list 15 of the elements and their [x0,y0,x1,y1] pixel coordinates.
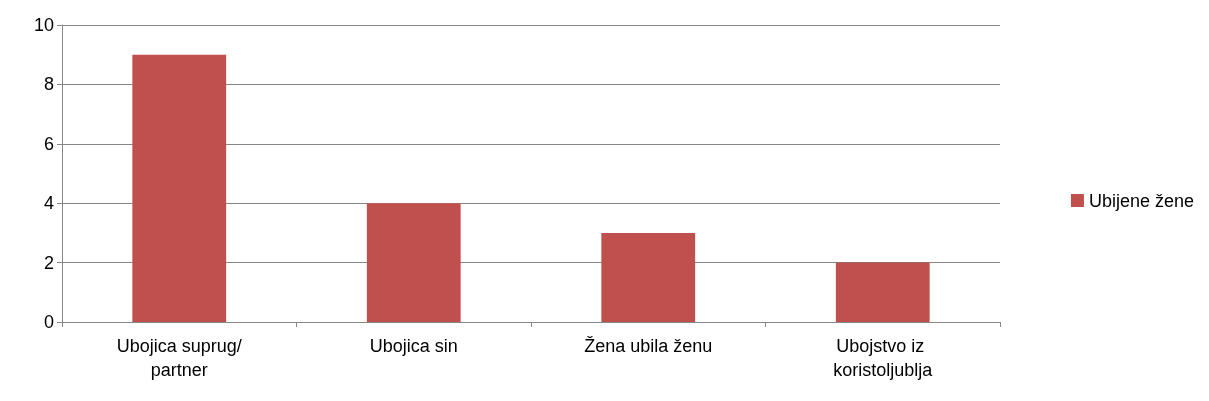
bar [601,232,696,322]
y-tick-label: 8 [43,74,54,95]
bar [132,54,227,322]
y-tick-label: 6 [43,133,54,154]
x-tick-label: Ubojica suprug/partner [116,336,242,380]
x-tick-label: Ubojica sin [369,336,458,356]
bar [366,203,461,322]
x-tick-label: Žena ubila ženu [584,336,713,356]
y-tick-label: 4 [43,193,54,214]
y-tick-label: 2 [43,252,54,273]
y-tick-label: 0 [43,312,54,332]
y-tick-label: 10 [33,15,54,35]
bar [835,262,930,322]
legend-label: Ubijene žene [1088,190,1194,211]
x-tick-label: Ubojstvo iz koristoljublja [833,336,934,380]
